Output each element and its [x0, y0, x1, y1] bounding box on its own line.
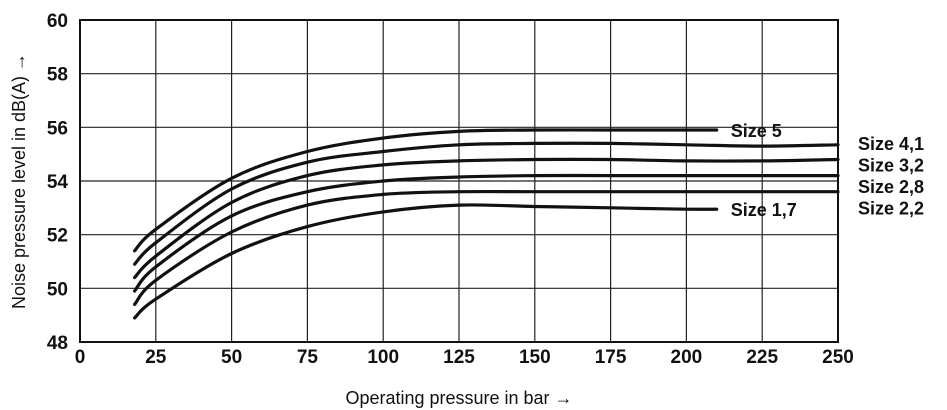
series-label: Size 5: [731, 121, 782, 141]
x-tick-label: 175: [595, 347, 627, 368]
x-tick-label: 150: [519, 347, 551, 368]
x-tick-label: 250: [822, 347, 854, 368]
series-label: Size 4,1: [858, 134, 924, 154]
series-label: Size 2,8: [858, 177, 924, 197]
x-tick-label: 75: [297, 347, 319, 368]
x-tick-label: 100: [367, 347, 399, 368]
y-tick-label: 48: [47, 333, 68, 354]
grid-lines: [79, 19, 839, 343]
x-axis-label: Operating pressure in bar →: [345, 388, 572, 408]
series-lines: [133, 128, 840, 320]
x-tick-label: 50: [221, 347, 242, 368]
series-line: [133, 203, 719, 320]
y-axis-label: Noise pressure level in dB(A) →: [9, 53, 29, 309]
series-line: [133, 157, 840, 280]
tick-labels: 0 25 50 75 100 125 150 175 200 225 250 48 50 52 54 56 58…: [47, 11, 854, 368]
y-tick-label: 52: [47, 226, 68, 247]
plot-frame: [79, 19, 839, 343]
series-line: [133, 189, 840, 306]
y-tick-label: 50: [47, 279, 68, 300]
y-tick-label: 54: [47, 172, 69, 193]
series-line: [133, 173, 840, 293]
y-tick-label: 60: [47, 11, 68, 32]
y-tick-label: 56: [47, 118, 68, 139]
y-tick-label: 58: [47, 65, 68, 86]
x-tick-label: 0: [75, 347, 86, 368]
x-tick-label: 25: [145, 347, 167, 368]
series-line: [133, 128, 719, 253]
series-label: Size 1,7: [731, 200, 797, 220]
x-tick-label: 200: [671, 347, 703, 368]
series-label: Size 3,2: [858, 156, 924, 176]
x-tick-label: 225: [746, 347, 778, 368]
series-line: [133, 141, 840, 266]
x-tick-label: 125: [443, 347, 475, 368]
series-label: Size 2,2: [858, 199, 924, 219]
